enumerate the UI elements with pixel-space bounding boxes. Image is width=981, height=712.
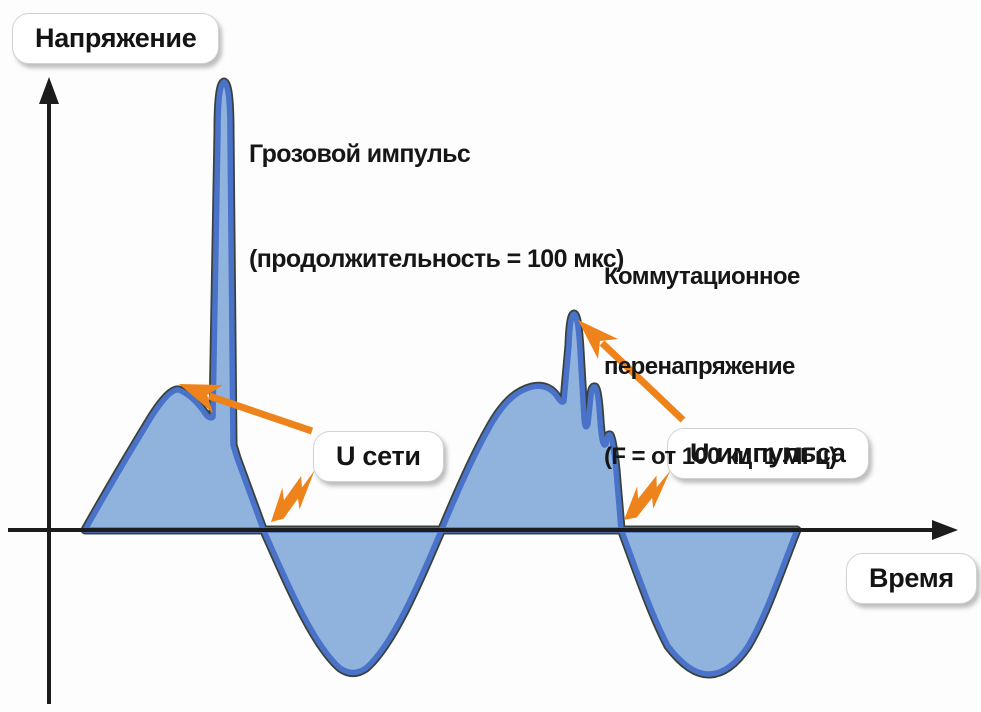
y-axis	[39, 77, 59, 704]
time-axis-callout: Время	[846, 553, 977, 604]
u-impulse-label: U импульса	[690, 438, 846, 468]
u-impulse-callout: U импульса	[667, 428, 869, 479]
switching-overvoltage-annotation-line2: перенапряжение	[604, 353, 795, 380]
y-axis-arrowhead-icon	[39, 77, 59, 104]
lightning-impulse-annotation-line2: (продолжительность = 100 мкс)	[249, 245, 624, 273]
u-net-label: U сети	[336, 441, 421, 471]
arrow-switching-overvoltage	[578, 320, 686, 423]
waveform-curve	[82, 79, 800, 677]
voltage-axis-callout: Напряжение	[12, 13, 220, 64]
switching-overvoltage-annotation: Коммутационное перенапряжение (F = от 10…	[604, 202, 837, 532]
switching-overvoltage-annotation-line3: (F = от 100 кц 1 МГц)	[604, 443, 837, 470]
voltage-axis-label: Напряжение	[35, 23, 197, 53]
switching-overvoltage-annotation-line1: Коммутационное	[604, 263, 800, 290]
arrow-u-net-zero-crossing	[271, 470, 315, 522]
lightning-impulse-annotation: Грозовой импульс (продолжительность = 10…	[249, 67, 624, 347]
x-axis	[8, 520, 958, 540]
lightning-impulse-annotation-line1: Грозовой импульс	[249, 140, 471, 168]
x-axis-arrowhead-icon	[932, 520, 958, 540]
time-axis-label: Время	[869, 563, 954, 593]
arrow-lightning-impulse	[179, 384, 314, 435]
u-net-callout: U сети	[313, 431, 444, 482]
arrow-u-impulse-zero-crossing	[624, 470, 671, 520]
